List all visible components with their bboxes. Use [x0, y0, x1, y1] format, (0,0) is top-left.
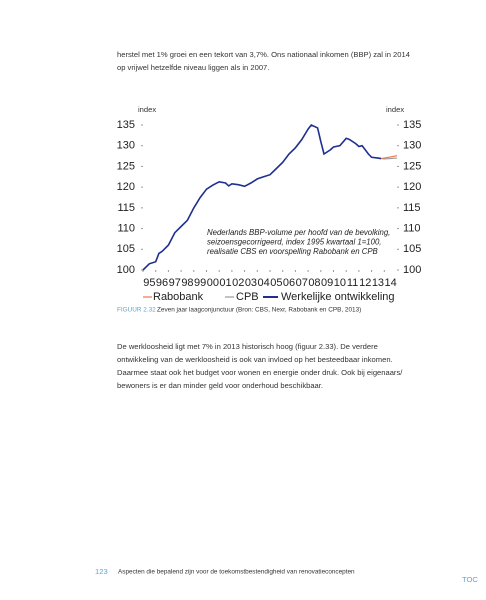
y2-tick-label: 100 — [403, 264, 421, 276]
x-tick-label: 97 — [169, 277, 181, 289]
x-tick-label: 98 — [181, 277, 193, 289]
y-tick-label: 130 — [117, 140, 135, 152]
caption-text: Zeven jaar laagconjunctuur (Bron: CBS, N… — [157, 307, 361, 314]
x-tick-label: 08 — [308, 277, 320, 289]
y-tick-label: 135 — [117, 119, 135, 131]
x-tick-label: 06 — [283, 277, 295, 289]
y2-tick-label: 125 — [403, 160, 421, 172]
y-tick-label: 125 — [117, 160, 135, 172]
annotation: realisatie CBS en voorspelling Rabobank … — [207, 247, 378, 256]
x-tick-label: 07 — [296, 277, 308, 289]
y-tick-label: 105 — [117, 243, 135, 255]
body-line: bewoners is er dan minder geld voor onde… — [117, 381, 323, 390]
x-tick-label: 03 — [245, 277, 257, 289]
caption-label: FIGUUR 2.32 — [117, 307, 156, 314]
y-tick-label: 115 — [117, 202, 135, 214]
footer-title: Aspecten die bepalend zijn voor de toeko… — [118, 569, 355, 576]
y2-tick-label: 110 — [403, 222, 421, 234]
y-tick-label: 120 — [117, 181, 135, 193]
x-tick-label: 96 — [156, 277, 168, 289]
x-tick-label: 11 — [347, 277, 358, 289]
series-line — [142, 124, 382, 271]
series-line — [381, 155, 398, 160]
x-tick-label: 95 — [143, 277, 155, 289]
x-tick-label: 01 — [219, 277, 231, 289]
body-line: De werkloosheid ligt met 7% in 2013 hist… — [117, 342, 378, 351]
x-tick-label: 04 — [258, 277, 270, 289]
x-tick-label: 99 — [194, 277, 206, 289]
x-tick-label: 00 — [207, 277, 219, 289]
y2-tick-label: 135 — [403, 119, 421, 131]
y2-tick-label: 130 — [403, 140, 421, 152]
body-line: ontwikkeling van de werkloosheid is ook … — [117, 355, 393, 364]
x-tick-label: 05 — [270, 277, 282, 289]
annotation: seizoensgecorrigeerd, index 1995 kwartaa… — [207, 238, 381, 247]
x-tick-label: 09 — [321, 277, 333, 289]
y2-tick-label: 120 — [403, 181, 421, 193]
intro-line: op vrijwel hetzelfde niveau liggen als i… — [117, 63, 269, 72]
body-line: Daarmee staat ook het budget voor wonen … — [117, 368, 403, 377]
x-tick-label: 10 — [334, 277, 346, 289]
legend-label: Rabobank — [153, 291, 204, 303]
annotation: Nederlands BBP-volume per hoofd van de b… — [207, 228, 390, 237]
page-number: 123 — [95, 567, 108, 576]
intro-line: herstel met 1% groei en een tekort van 3… — [117, 50, 410, 59]
y2-axis-label: index — [386, 105, 404, 114]
legend-label: CPB — [236, 291, 259, 303]
y-tick-label: 110 — [117, 222, 135, 234]
toc-link[interactable]: TOC — [462, 575, 478, 584]
x-tick-label: 13 — [372, 277, 384, 289]
y2-tick-label: 105 — [403, 243, 421, 255]
x-tick-label: 14 — [385, 277, 397, 289]
y-tick-label: 100 — [117, 264, 135, 276]
y2-tick-label: 115 — [403, 202, 421, 214]
legend-label: Werkelijke ontwikkeling — [281, 291, 395, 303]
x-tick-label: 12 — [359, 277, 371, 289]
y-axis-label: index — [138, 105, 156, 114]
x-tick-label: 02 — [232, 277, 244, 289]
